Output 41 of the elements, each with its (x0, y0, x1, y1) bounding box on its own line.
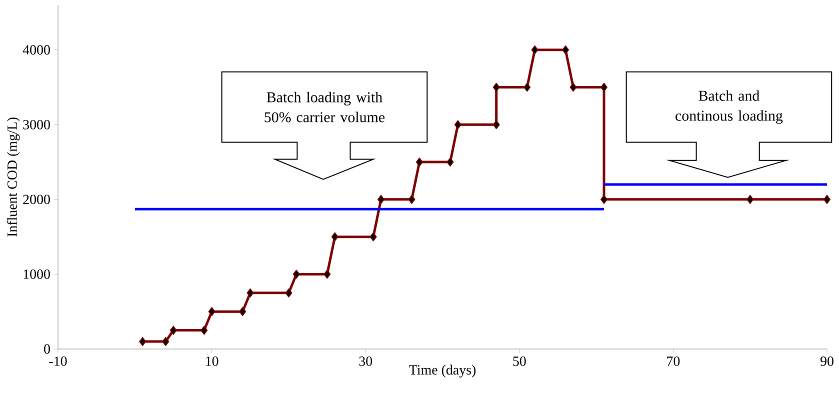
point (246, 288, 254, 298)
point (139, 337, 146, 346)
y-tick-label: 4000 (22, 45, 50, 55)
point (292, 270, 300, 279)
x-axis-title: Time (days) (409, 364, 476, 378)
annotation: Batch loading with 50% carrier volume (264, 92, 385, 122)
x-tick-label: 90 (820, 356, 834, 366)
x-tick-label: 70 (667, 356, 680, 366)
point (492, 120, 500, 130)
point (162, 337, 170, 346)
point (239, 307, 246, 316)
y-tick-label: 1000 (24, 270, 50, 279)
point (331, 232, 338, 242)
point (408, 194, 416, 204)
point (285, 288, 292, 298)
point (416, 158, 423, 167)
point (324, 270, 331, 279)
point (454, 120, 462, 130)
y-tick-label: 0 (44, 344, 50, 354)
x-tick-label: 50 (513, 356, 526, 366)
point (370, 232, 377, 242)
point (208, 307, 216, 316)
x-tick-label: -10 (49, 356, 67, 366)
x-tick-label: 10 (206, 356, 218, 366)
annotation: Batch and continous loading (676, 90, 783, 124)
point (377, 194, 384, 204)
point (446, 158, 454, 167)
point (746, 194, 754, 204)
point (170, 326, 177, 335)
point (524, 82, 531, 92)
y-tick-label: 2000 (23, 194, 50, 204)
point (570, 82, 577, 92)
y-tick-label: 3000 (23, 120, 50, 130)
point (200, 326, 208, 335)
point (824, 194, 831, 204)
x-tick-label: 30 (359, 356, 372, 366)
point (492, 82, 500, 92)
point (600, 82, 608, 92)
point (562, 45, 570, 54)
point (531, 45, 538, 54)
y-axis-title: Influent COD (mg/L) (6, 118, 20, 237)
